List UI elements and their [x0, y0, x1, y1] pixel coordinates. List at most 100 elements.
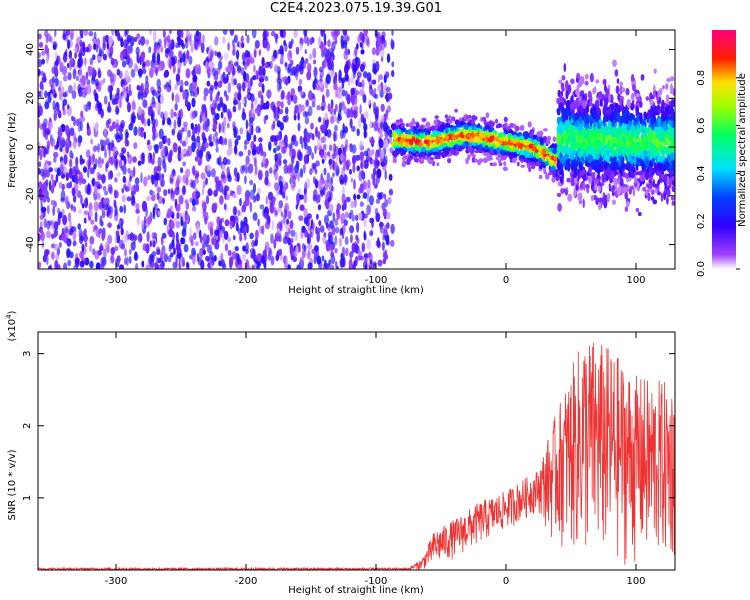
heatmap-cell — [465, 157, 469, 165]
heatmap-cell — [60, 61, 64, 70]
heatmap-cell — [347, 77, 351, 87]
heatmap-cell — [199, 248, 204, 260]
heatmap-cell — [44, 44, 49, 55]
heatmap-cell — [307, 262, 313, 269]
heatmap-cell — [261, 57, 265, 67]
heatmap-cell — [152, 89, 157, 97]
heatmap-cell — [414, 139, 419, 146]
heatmap-cell — [333, 75, 337, 86]
heatmap-cell — [274, 172, 278, 178]
heatmap-cell — [236, 49, 240, 60]
heatmap-cell — [114, 177, 118, 183]
heatmap-cell — [117, 171, 121, 177]
heatmap-cell — [503, 161, 507, 167]
heatmap-cell — [316, 84, 321, 91]
heatmap-cell — [333, 161, 339, 173]
heatmap-cell — [495, 142, 501, 147]
heatmap-cell — [60, 164, 64, 176]
heatmap-cell — [144, 81, 150, 90]
heatmap-cell — [140, 82, 144, 93]
heatmap-cell — [467, 146, 473, 153]
heatmap-cell — [315, 226, 318, 235]
heatmap-cell — [330, 176, 333, 185]
heatmap-cell — [284, 106, 289, 115]
heatmap-cell — [253, 195, 257, 203]
heatmap-cell — [38, 90, 41, 98]
heatmap-cell — [384, 249, 388, 259]
heatmap-cell — [379, 222, 384, 228]
heatmap-cell — [388, 190, 394, 196]
heatmap-cell — [326, 51, 332, 61]
heatmap-cell — [550, 166, 556, 172]
heatmap-cell — [480, 133, 486, 139]
heatmap-cell — [342, 256, 346, 268]
heatmap-cell — [58, 182, 63, 189]
heatmap-cell — [294, 104, 299, 114]
heatmap-cell — [299, 135, 303, 145]
heatmap-cell — [287, 63, 292, 73]
heatmap-cell — [299, 37, 303, 43]
heatmap-cell — [173, 247, 176, 255]
heatmap-cell — [332, 35, 338, 41]
heatmap-cell — [370, 159, 375, 165]
heatmap-cell — [538, 174, 543, 180]
heatmap-cell — [287, 91, 291, 101]
heatmap-cell — [181, 127, 185, 133]
heatmap-cell — [350, 200, 355, 209]
heatmap-cell — [366, 72, 372, 82]
heatmap-cell — [352, 163, 356, 174]
heatmap-cell — [219, 96, 223, 107]
heatmap-cell — [45, 230, 52, 239]
heatmap-cell — [234, 61, 239, 67]
heatmap-cell — [483, 119, 487, 125]
heatmap-cell — [79, 154, 83, 166]
heatmap-cell — [137, 105, 142, 116]
heatmap-cell — [105, 138, 110, 146]
heatmap-cell — [327, 196, 332, 203]
heatmap-cell — [65, 30, 70, 36]
heatmap-cell — [261, 255, 265, 264]
heatmap-cell — [287, 99, 291, 106]
heatmap-cell — [166, 86, 171, 93]
heatmap-cell — [274, 64, 279, 73]
heatmap-cell — [53, 110, 58, 121]
spectrogram-heatmap — [38, 30, 675, 269]
heatmap-cell — [70, 203, 74, 209]
heatmap-cell — [161, 173, 165, 180]
heatmap-cell — [372, 79, 377, 85]
heatmap-cell — [201, 112, 206, 122]
heatmap-cell — [59, 241, 62, 248]
heatmap-cell — [77, 223, 81, 230]
heatmap-cell — [196, 252, 200, 263]
heatmap-cell — [92, 145, 98, 153]
heatmap-cell — [174, 93, 180, 104]
heatmap-cell — [475, 132, 479, 137]
heatmap-cell — [227, 174, 232, 183]
heatmap-cell — [484, 145, 489, 150]
heatmap-cell — [344, 144, 348, 152]
heatmap-cell — [90, 76, 96, 85]
heatmap-cell — [303, 34, 308, 44]
heatmap-cell — [87, 66, 93, 72]
heatmap-cell — [454, 108, 458, 113]
heatmap-cell — [381, 31, 386, 38]
heatmap-cell — [94, 92, 99, 102]
heatmap-cell — [51, 179, 56, 190]
heatmap-cell — [232, 105, 237, 113]
heatmap-cell — [398, 147, 402, 153]
heatmap-cell — [210, 106, 216, 116]
heatmap-cell — [476, 127, 481, 131]
heatmap-cell — [250, 93, 255, 103]
heatmap-cell — [489, 135, 494, 139]
heatmap-cell — [159, 93, 165, 105]
heatmap-cell — [243, 61, 248, 71]
heatmap-cell — [336, 30, 340, 36]
heatmap-cell — [208, 133, 213, 143]
heatmap-cell — [135, 46, 140, 56]
heatmap-cell — [192, 254, 196, 265]
heatmap-cell — [84, 257, 90, 266]
heatmap-cell — [134, 65, 139, 72]
heatmap-cell — [124, 30, 129, 36]
heatmap-cell — [340, 152, 344, 162]
heatmap-cell — [201, 201, 206, 209]
